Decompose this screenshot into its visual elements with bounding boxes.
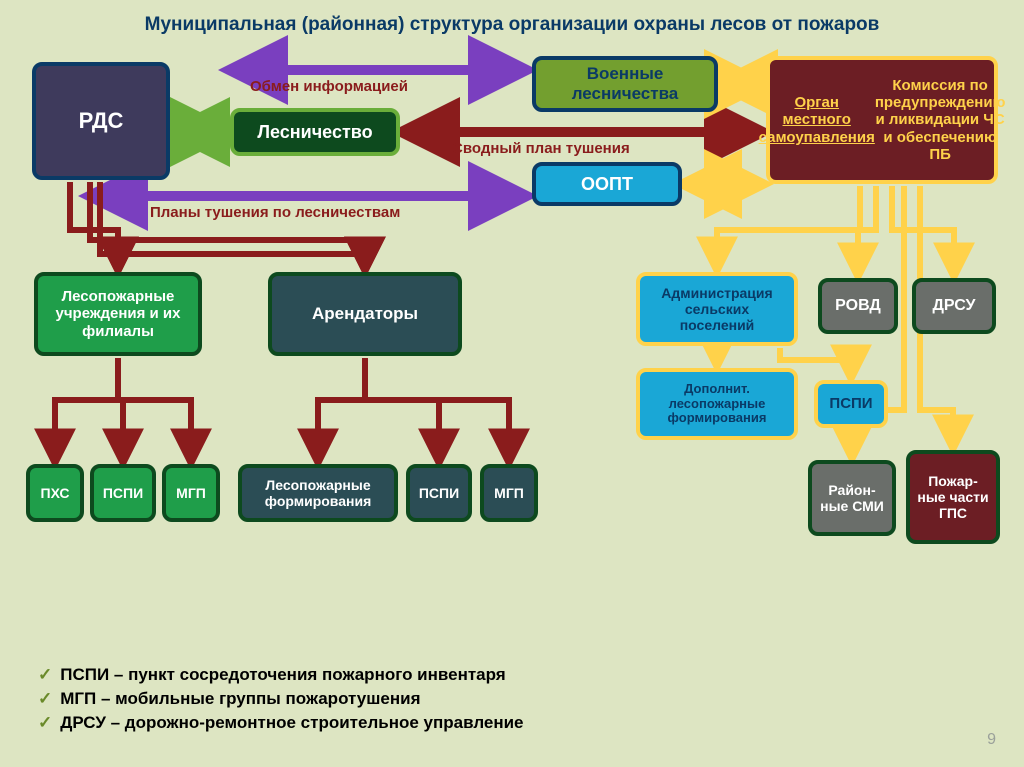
legend-item: ✓МГП – мобильные группы пожаротушения [38,689,524,709]
page-title: Муниципальная (районная) структура орган… [0,14,1024,36]
node-lesp: Лесопожарные учреждения и их филиалы [34,272,202,356]
node-rds: РДС [32,62,170,180]
legend-item: ✓ПСПИ – пункт сосредоточения пожарного и… [38,665,524,685]
node-voen: Военные лесничества [532,56,718,112]
node-rovd: РОВД [818,278,898,334]
node-lesn: Лесничество [230,108,400,156]
node-organ: Орган местного самоупавленияКомиссия по … [766,56,998,184]
node-phs: ПХС [26,464,84,522]
node-smi: Район-ные СМИ [808,460,896,536]
node-dop: Дополнит. лесопожарные формирования [636,368,798,440]
page-number: 9 [987,731,996,749]
node-mgp1: МГП [162,464,220,522]
node-oopt: ООПТ [532,162,682,206]
node-pspi3: ПСПИ [406,464,472,522]
node-arend: Арендаторы [268,272,462,356]
edge-label-obmen: Обмен информацией [250,78,408,95]
check-icon: ✓ [38,689,52,708]
edge-label-plany: Планы тушения по лесничествам [150,204,400,221]
node-mgp2: МГП [480,464,538,522]
legend-item: ✓ДРСУ – дорожно-ремонтное строительное у… [38,713,524,733]
legend: ✓ПСПИ – пункт сосредоточения пожарного и… [38,661,524,737]
node-form: Лесопожарные формирования [238,464,398,522]
node-admin: Администрация сельских поселений [636,272,798,346]
edge-label-svod: Сводный план тушения [452,140,630,157]
node-pspi2: ПСПИ [814,380,888,428]
check-icon: ✓ [38,665,52,684]
node-pspi1: ПСПИ [90,464,156,522]
node-drsu: ДРСУ [912,278,996,334]
check-icon: ✓ [38,713,52,732]
node-gps: Пожар-ные части ГПС [906,450,1000,544]
